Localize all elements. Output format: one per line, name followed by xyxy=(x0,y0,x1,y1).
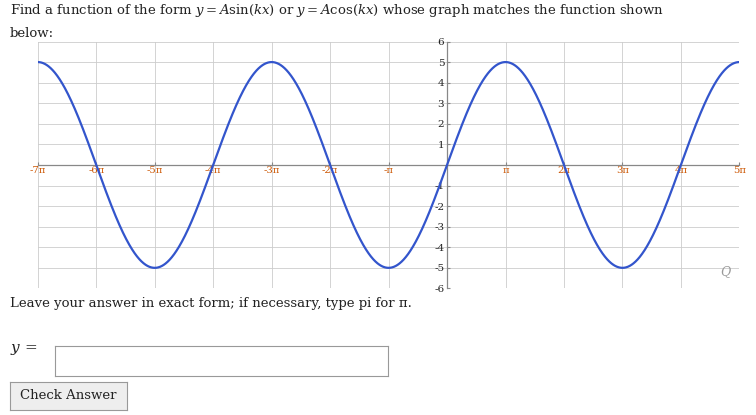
Text: Leave your answer in exact form; if necessary, type pi for π.: Leave your answer in exact form; if nece… xyxy=(10,297,412,310)
Text: below:: below: xyxy=(10,27,54,40)
Text: Check Answer: Check Answer xyxy=(20,389,116,403)
Text: Find a function of the form $y = A\sin(kx)$ or $y = A\cos(kx)$ whose graph match: Find a function of the form $y = A\sin(k… xyxy=(10,2,664,19)
Text: $y$ =: $y$ = xyxy=(10,342,37,357)
Text: Q: Q xyxy=(720,265,730,278)
